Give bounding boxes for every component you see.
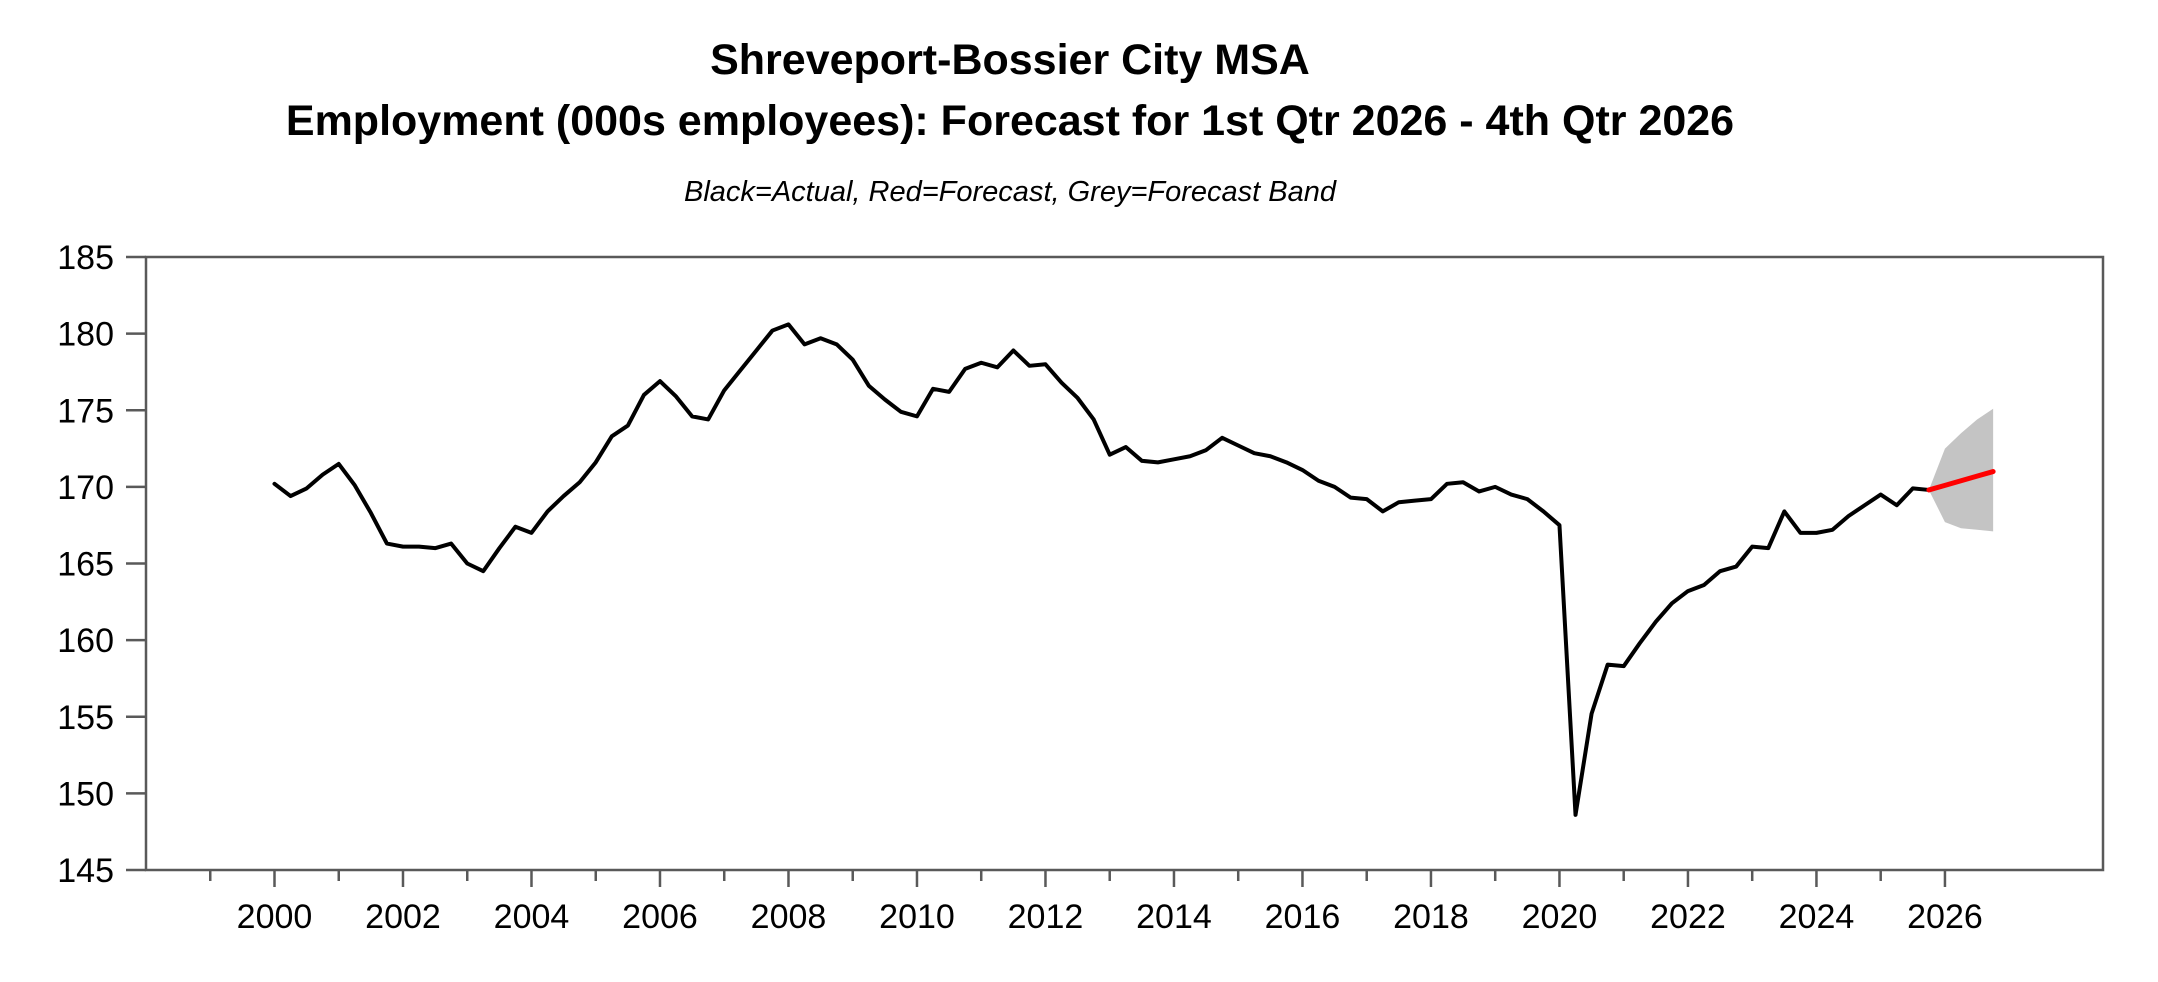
x-tick-label: 2006 <box>622 898 698 936</box>
forecast-series-line <box>1926 469 1996 493</box>
forecast-band <box>1928 408 1994 532</box>
chart-legend-note: Black=Actual, Red=Forecast, Grey=Forecas… <box>683 176 1336 209</box>
x-tick-label: 2016 <box>1265 898 1341 936</box>
x-tick-label: 2024 <box>1779 898 1855 936</box>
y-tick-label: 155 <box>57 699 114 737</box>
plot-border <box>144 255 2105 872</box>
y-tick-label: 150 <box>57 775 114 813</box>
x-tick-label: 2022 <box>1650 898 1726 936</box>
x-tick-label: 2020 <box>1522 898 1598 936</box>
y-tick-label: 145 <box>57 852 114 890</box>
y-tick-label: 165 <box>57 546 114 584</box>
chart-header: Shreveport-Bossier City MSA Employment (… <box>0 30 2020 209</box>
x-tick-label: 2000 <box>237 898 313 936</box>
actual-series-line <box>272 322 1931 817</box>
y-tick-label: 175 <box>57 392 114 430</box>
y-tick-label: 180 <box>57 316 114 354</box>
y-axis: 145 150 155 160 165 170 175 180 185 <box>57 239 146 890</box>
x-tick-label: 2012 <box>1008 898 1084 936</box>
x-tick-label: 2010 <box>879 898 955 936</box>
x-tick-label: 2014 <box>1136 898 1212 936</box>
x-tick-label: 2004 <box>494 898 570 936</box>
chart-title-line2: Employment (000s employees): Forecast fo… <box>285 97 1735 146</box>
y-tick-label: 185 <box>57 239 114 277</box>
x-tick-label: 2008 <box>751 898 827 936</box>
x-tick-label: 2026 <box>1907 898 1983 936</box>
x-tick-label: 2002 <box>365 898 441 936</box>
y-tick-label: 160 <box>57 622 114 660</box>
x-axis: 2000 2002 2004 2006 2008 2010 2012 2014 2016 2018… <box>208 870 1983 936</box>
y-tick-label: 170 <box>57 469 114 507</box>
x-tick-label: 2018 <box>1393 898 1469 936</box>
chart-title-line1: Shreveport-Bossier City MSA <box>710 36 1310 84</box>
